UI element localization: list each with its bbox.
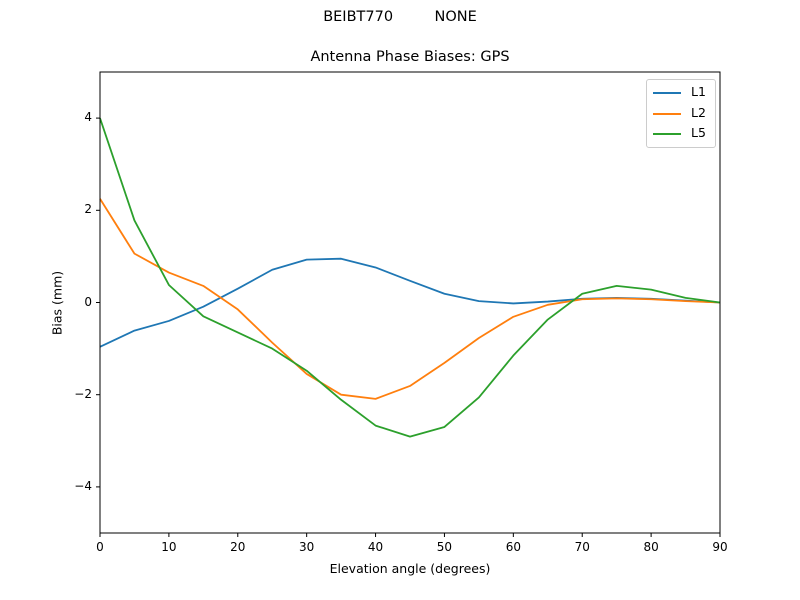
legend-label: L5: [691, 125, 706, 140]
x-tick-label: 50: [436, 540, 453, 554]
legend-item-l2: L2: [653, 104, 713, 124]
x-tick-label: 30: [299, 540, 315, 554]
x-tick-label: 20: [230, 540, 246, 554]
figure-suptitle: BEIBT770 NONE: [323, 9, 477, 25]
axes-frame: [99, 71, 721, 534]
y-tick-label: 4: [84, 110, 92, 125]
series-layer: [99, 117, 721, 438]
legend-line-l5: [653, 133, 681, 135]
legend-line-l1: [653, 92, 681, 94]
y-axis-label: Bias (mm): [49, 270, 65, 336]
x-tick-label: 90: [712, 540, 728, 554]
x-tick-label: 10: [161, 540, 177, 554]
y-tick-label: −2: [74, 386, 92, 401]
x-tick-label: 80: [643, 540, 659, 554]
chart-title: Antenna Phase Biases: GPS: [310, 49, 510, 65]
legend-item-l1: L1: [653, 83, 713, 103]
legend-label: L1: [691, 84, 706, 99]
legend-item-l5: L5: [653, 124, 713, 144]
x-axis-label: Elevation angle (degrees): [329, 561, 491, 576]
x-tick-label: 70: [574, 540, 590, 554]
y-tick-label: 0: [84, 294, 92, 309]
legend-label: L2: [691, 105, 706, 120]
legend: L1 L2 L5: [646, 79, 716, 148]
x-tick-label: 0: [96, 540, 104, 554]
series-line-l2: [99, 198, 721, 400]
x-tick-label: 40: [367, 540, 384, 554]
y-tick-label: 2: [84, 202, 92, 217]
tick-marks: [96, 117, 721, 537]
series-line-l5: [99, 117, 721, 438]
y-tick-label: −4: [74, 478, 92, 493]
x-tick-label: 60: [505, 540, 521, 554]
series-line-l1: [99, 257, 721, 348]
legend-line-l2: [653, 113, 681, 115]
